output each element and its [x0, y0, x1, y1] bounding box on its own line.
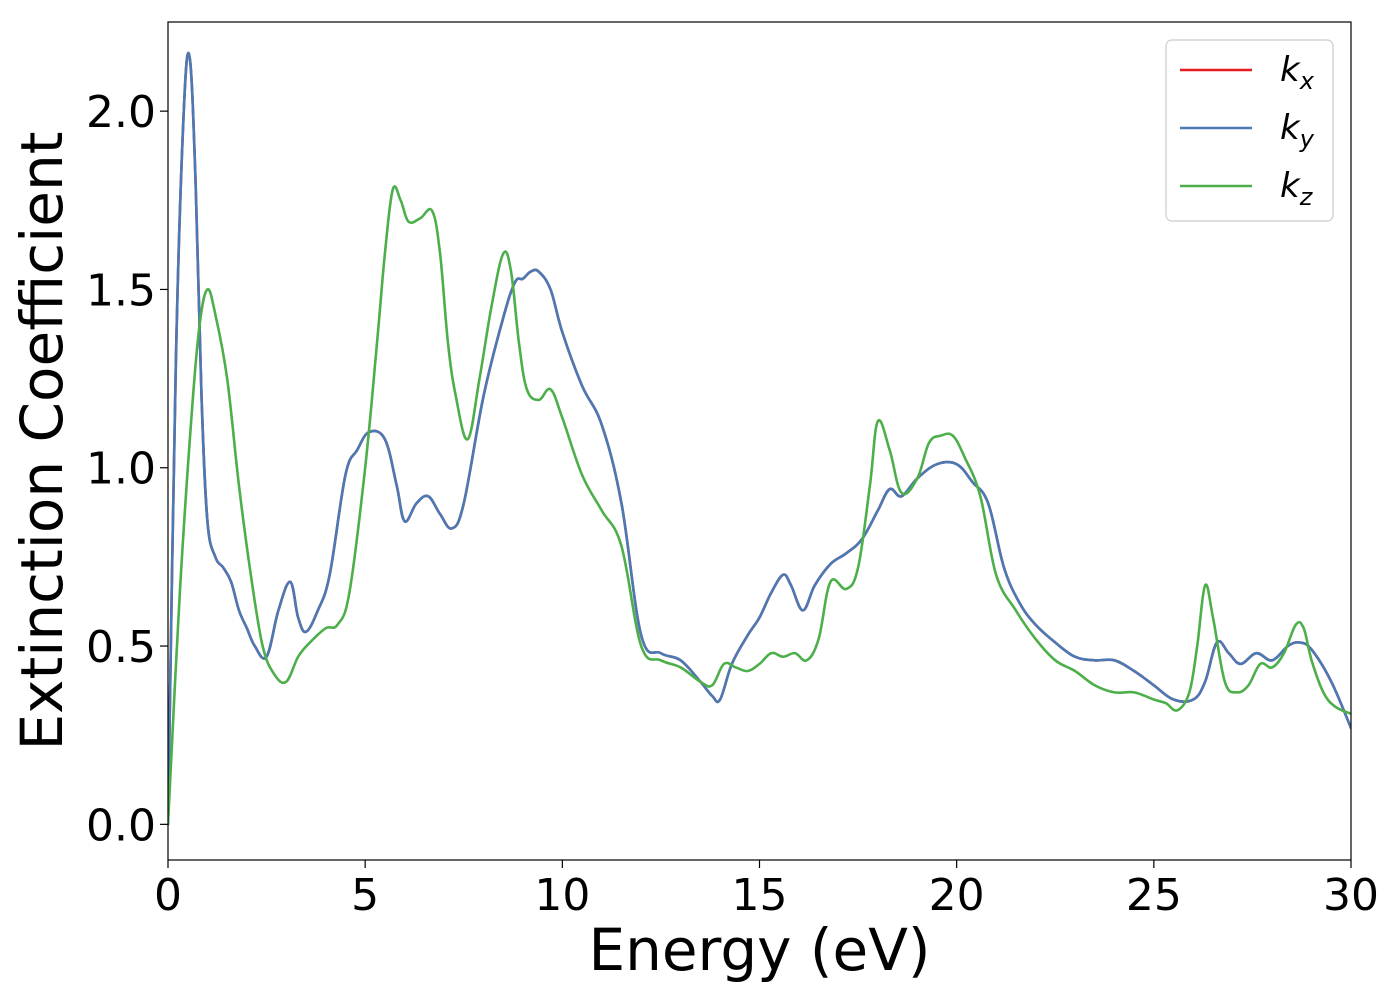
- y-tick-label: 0.0: [86, 800, 156, 851]
- legend-items: kx ky kz: [1180, 50, 1315, 211]
- ticks-layer: 0 5 10 15 20 25 30 0.0 0.5 1.0 1.5 2.0: [86, 87, 1379, 921]
- y-tick-label: 1.0: [86, 444, 156, 495]
- legend-box: [1165, 39, 1334, 222]
- legend-label-z: kz: [1280, 166, 1314, 211]
- x-axis-label: Energy (eV): [588, 916, 930, 984]
- y-tick-label: 0.5: [86, 622, 156, 673]
- x-tick-label: 0: [154, 870, 182, 921]
- legend: kx ky kz: [1165, 39, 1334, 222]
- x-tick-label: 25: [1126, 870, 1182, 921]
- x-tick-label: 10: [534, 870, 590, 921]
- x-tick-label: 20: [929, 870, 985, 921]
- series-line-z: [168, 185, 1351, 826]
- x-tick-label: 30: [1323, 870, 1379, 921]
- legend-label-x: kx: [1280, 50, 1315, 95]
- y-axis-label: Extinction Coefficient: [8, 132, 76, 751]
- y-tick-label: 2.0: [86, 87, 156, 138]
- series-layer: [168, 51, 1351, 826]
- series-line-y: [168, 51, 1351, 826]
- y-tick-label: 1.5: [86, 265, 156, 316]
- x-tick-label: 5: [351, 870, 379, 921]
- x-tick-label: 15: [732, 870, 788, 921]
- legend-label-y: ky: [1280, 108, 1315, 153]
